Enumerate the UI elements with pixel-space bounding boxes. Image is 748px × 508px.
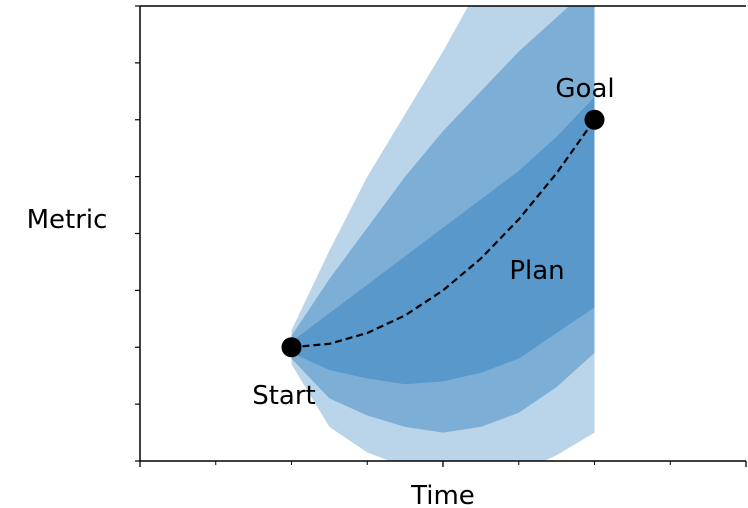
plan-line <box>291 119 596 349</box>
plan-label: Plan <box>509 256 564 286</box>
axis-ticks <box>135 5 747 467</box>
confidence-band-1 <box>291 97 595 385</box>
start-point <box>281 337 302 358</box>
start-label: Start <box>252 381 316 411</box>
x-axis-label: Time <box>410 481 475 508</box>
plan-points <box>281 109 605 358</box>
y-axis-label: Metric <box>27 205 108 235</box>
goal-label: Goal <box>555 74 614 104</box>
confidence-bands <box>291 6 595 461</box>
goal-point <box>584 109 605 130</box>
